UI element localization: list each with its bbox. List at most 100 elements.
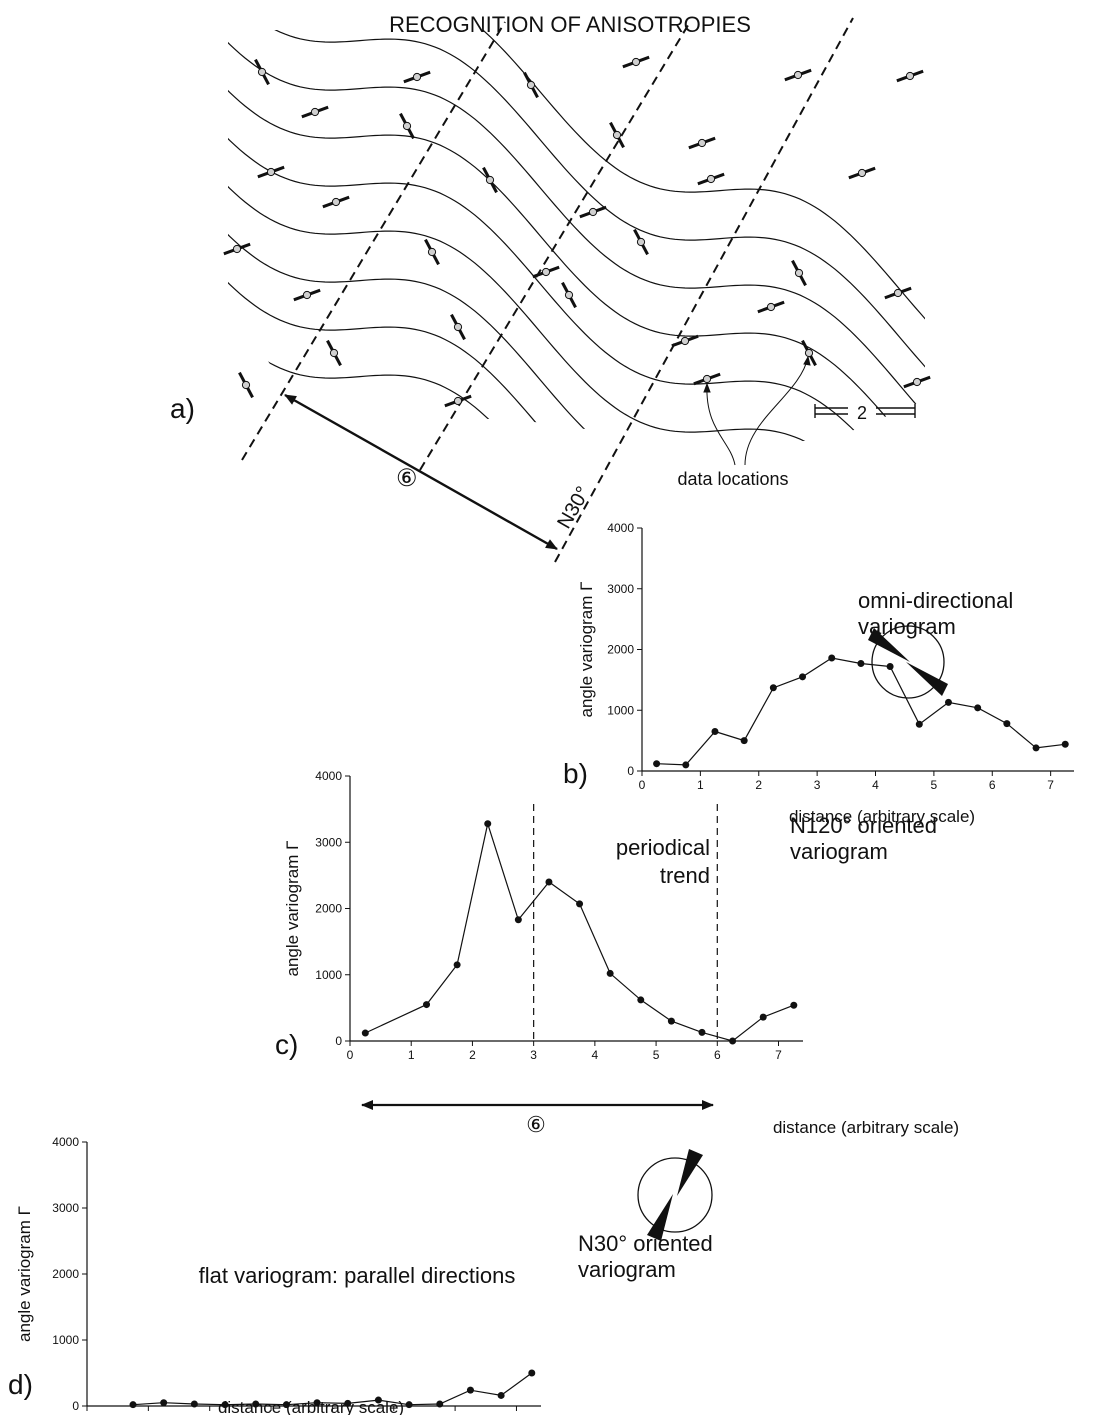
data-point [454, 961, 461, 968]
data-point [668, 1018, 675, 1025]
data-point [698, 1029, 705, 1036]
data-point [130, 1401, 137, 1408]
chart-title: variogram [578, 1257, 676, 1282]
y-axis-label: angle variogram Γ [283, 841, 302, 977]
data-point [423, 1001, 430, 1008]
rose-n30-icon [638, 1149, 712, 1241]
x-tick-label: 5 [931, 778, 938, 792]
x-tick-label: 1 [408, 1048, 415, 1062]
chart-title: omni-directional [858, 588, 1013, 613]
y-tick-label: 2000 [52, 1267, 79, 1281]
data-point [528, 1370, 535, 1377]
y-tick-label: 4000 [607, 521, 634, 535]
data-point [576, 900, 583, 907]
data-point [637, 996, 644, 1003]
x-tick-label: 6 [989, 778, 996, 792]
data-point [413, 73, 420, 80]
data-point [545, 879, 552, 886]
data-point [498, 1392, 505, 1399]
x-axis-label: distance (arbitrary scale) [218, 1398, 404, 1415]
x-tick-label: 6 [714, 1048, 721, 1062]
series-line [657, 658, 1066, 765]
data-point [974, 704, 981, 711]
y-tick-label: 1000 [607, 703, 634, 717]
contour-line [0, 0, 1096, 534]
x-tick-label: 5 [653, 1048, 660, 1062]
data-point [332, 198, 339, 205]
data-point [454, 397, 461, 404]
data-point [1003, 720, 1010, 727]
x-tick-label: 7 [775, 1048, 782, 1062]
x-axis-label: distance (arbitrary scale) [773, 1118, 959, 1137]
panel-label: d) [8, 1369, 33, 1400]
y-tick-label: 3000 [52, 1201, 79, 1215]
figure-title: RECOGNITION OF ANISOTROPIES [389, 12, 751, 37]
data-point [681, 337, 688, 344]
data-point [1033, 744, 1040, 751]
x-tick-label: 4 [872, 778, 879, 792]
scale-bar-label: 2 [857, 403, 867, 423]
data-point [794, 71, 801, 78]
y-tick-label: 3000 [315, 835, 342, 849]
annotation-text: periodical [616, 835, 710, 860]
data-point [607, 970, 614, 977]
data-point [486, 176, 493, 183]
x-tick-label: 3 [530, 1048, 537, 1062]
chart-title: variogram [790, 839, 888, 864]
contour-line [0, 225, 1096, 822]
data-point [741, 737, 748, 744]
data-point [703, 375, 710, 382]
data-locations-label: data locations [677, 469, 788, 489]
data-point [1062, 741, 1069, 748]
y-axis-label: angle variogram Γ [577, 582, 596, 718]
data-point [467, 1387, 474, 1394]
data-point [311, 108, 318, 115]
data-point [515, 916, 522, 923]
data-point [403, 122, 410, 129]
y-tick-label: 2000 [607, 643, 634, 657]
series-line [365, 824, 794, 1041]
y-tick-label: 1000 [52, 1333, 79, 1347]
annotation-text: flat variogram: parallel directions [199, 1263, 516, 1288]
data-point [303, 291, 310, 298]
data-point [436, 1401, 443, 1408]
contour-line [0, 33, 1096, 630]
data-point [682, 761, 689, 768]
data-point [233, 245, 240, 252]
contour-line [0, 0, 1096, 582]
data-point [632, 58, 639, 65]
chart-n30-oriented: 0 1000 2000 3000 4000 0 1 2 3 4 5 6 7 angle variogram… [8, 1135, 713, 1415]
data-point [454, 323, 461, 330]
chart-title: N120° oriented [790, 813, 937, 838]
y-tick-label: 0 [335, 1034, 342, 1048]
data-point [258, 68, 265, 75]
spacing-label: ⑥ [396, 465, 418, 492]
data-point [805, 349, 812, 356]
data-point [428, 248, 435, 255]
data-point [242, 381, 249, 388]
data-point [857, 660, 864, 667]
y-tick-label: 0 [72, 1399, 79, 1413]
panel-label: c) [275, 1029, 298, 1060]
data-point [589, 208, 596, 215]
panel-label: b) [563, 758, 588, 789]
y-tick-label: 4000 [52, 1135, 79, 1149]
annotation-text: trend [660, 863, 710, 888]
x-tick-label: 0 [639, 778, 646, 792]
period-label: ⑥ [526, 1112, 546, 1137]
data-point [760, 1014, 767, 1021]
data-point [267, 168, 274, 175]
data-point [767, 303, 774, 310]
data-point [828, 655, 835, 662]
x-tick-label: 4 [592, 1048, 599, 1062]
data-point [565, 291, 572, 298]
data-point [916, 721, 923, 728]
data-point [484, 820, 491, 827]
y-tick-label: 4000 [315, 769, 342, 783]
data-point [711, 728, 718, 735]
y-tick-label: 2000 [315, 902, 342, 916]
data-point [790, 1002, 797, 1009]
x-tick-label: 3 [814, 778, 821, 792]
y-tick-label: 1000 [315, 968, 342, 982]
